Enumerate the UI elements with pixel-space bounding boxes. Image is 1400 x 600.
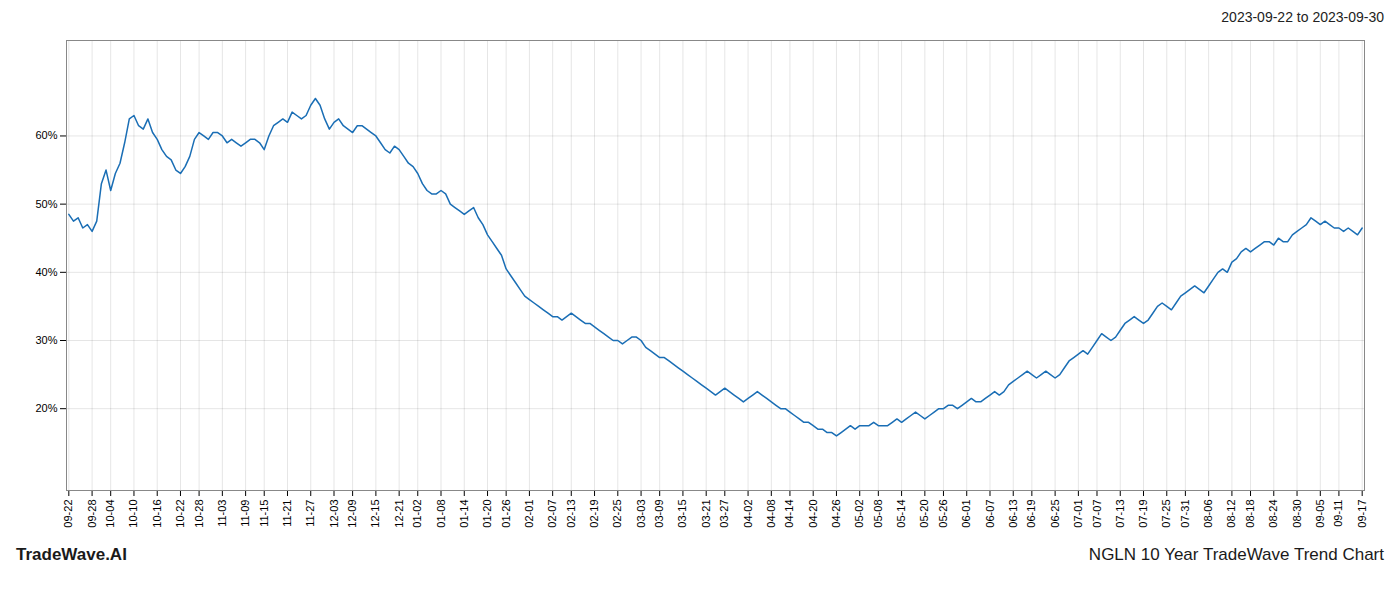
- svg-text:09-05: 09-05: [1314, 500, 1326, 528]
- svg-text:07-13: 07-13: [1114, 500, 1126, 528]
- svg-text:03-09: 03-09: [653, 500, 665, 528]
- svg-text:06-01: 06-01: [960, 500, 972, 528]
- svg-text:10-10: 10-10: [127, 500, 139, 528]
- svg-text:12-15: 12-15: [369, 500, 381, 528]
- svg-text:02-13: 02-13: [565, 500, 577, 528]
- svg-text:04-20: 04-20: [807, 500, 819, 528]
- svg-text:01-14: 01-14: [458, 500, 470, 528]
- svg-text:05-08: 05-08: [872, 500, 884, 528]
- svg-text:02-01: 02-01: [523, 500, 535, 528]
- svg-text:11-27: 11-27: [304, 500, 316, 527]
- svg-text:30%: 30%: [35, 334, 57, 346]
- svg-text:20%: 20%: [35, 402, 57, 414]
- svg-text:04-14: 04-14: [783, 500, 795, 528]
- svg-text:05-14: 05-14: [895, 500, 907, 528]
- svg-text:11-03: 11-03: [216, 500, 228, 527]
- svg-text:06-19: 06-19: [1025, 500, 1037, 528]
- svg-text:10-28: 10-28: [193, 500, 205, 528]
- html-text:2023-09-22 to 2023-09-30: 2023-09-22 to 2023-09-30: [1221, 9, 1384, 25]
- html-text:TradeWave.AI: TradeWave.AI: [16, 545, 127, 564]
- svg-text:06-13: 06-13: [1007, 500, 1019, 528]
- html-text:NGLN 10 Year TradeWave Trend C: NGLN 10 Year TradeWave Trend Chart: [1088, 545, 1384, 564]
- svg-text:11-15: 11-15: [258, 500, 270, 527]
- svg-text:08-18: 08-18: [1244, 500, 1256, 528]
- svg-text:03-27: 03-27: [718, 500, 730, 528]
- svg-text:06-07: 06-07: [984, 500, 996, 528]
- svg-text:50%: 50%: [35, 198, 57, 210]
- svg-text:07-25: 07-25: [1160, 500, 1172, 528]
- svg-text:04-02: 04-02: [742, 500, 754, 528]
- svg-text:05-20: 05-20: [918, 500, 930, 528]
- svg-text:07-07: 07-07: [1091, 500, 1103, 528]
- svg-text:12-21: 12-21: [393, 500, 405, 528]
- svg-text:07-19: 07-19: [1137, 500, 1149, 528]
- svg-text:01-02: 01-02: [411, 500, 423, 528]
- svg-text:07-31: 07-31: [1179, 500, 1191, 528]
- svg-text:60%: 60%: [35, 129, 57, 141]
- svg-text:09-17: 09-17: [1356, 500, 1368, 528]
- svg-text:04-26: 04-26: [830, 500, 842, 528]
- svg-text:01-26: 01-26: [500, 500, 512, 528]
- svg-text:06-25: 06-25: [1049, 500, 1061, 528]
- svg-text:01-20: 01-20: [481, 500, 493, 528]
- svg-text:08-24: 08-24: [1267, 500, 1279, 528]
- svg-text:11-09: 11-09: [239, 500, 251, 527]
- svg-text:04-08: 04-08: [765, 500, 777, 528]
- svg-text:03-15: 03-15: [676, 500, 688, 528]
- svg-text:12-09: 12-09: [346, 500, 358, 528]
- svg-text:09-11: 09-11: [1332, 500, 1344, 527]
- svg-text:08-30: 08-30: [1291, 500, 1303, 528]
- svg-text:07-01: 07-01: [1072, 500, 1084, 528]
- svg-text:40%: 40%: [35, 266, 57, 278]
- svg-text:12-03: 12-03: [328, 500, 340, 528]
- svg-text:08-06: 08-06: [1202, 500, 1214, 528]
- svg-text:03-21: 03-21: [700, 500, 712, 528]
- svg-text:10-04: 10-04: [104, 500, 116, 528]
- svg-text:09-28: 09-28: [86, 500, 98, 528]
- svg-text:09-22: 09-22: [62, 500, 74, 528]
- svg-text:02-19: 02-19: [588, 500, 600, 528]
- svg-text:10-22: 10-22: [174, 500, 186, 528]
- svg-text:03-03: 03-03: [635, 500, 647, 528]
- svg-text:05-02: 05-02: [853, 500, 865, 528]
- svg-text:10-16: 10-16: [151, 500, 163, 528]
- svg-text:08-12: 08-12: [1225, 500, 1237, 528]
- svg-text:01-08: 01-08: [435, 500, 447, 528]
- svg-text:02-07: 02-07: [546, 500, 558, 528]
- svg-text:02-25: 02-25: [611, 500, 623, 528]
- svg-text:11-21: 11-21: [281, 500, 293, 527]
- svg-text:05-26: 05-26: [937, 500, 949, 528]
